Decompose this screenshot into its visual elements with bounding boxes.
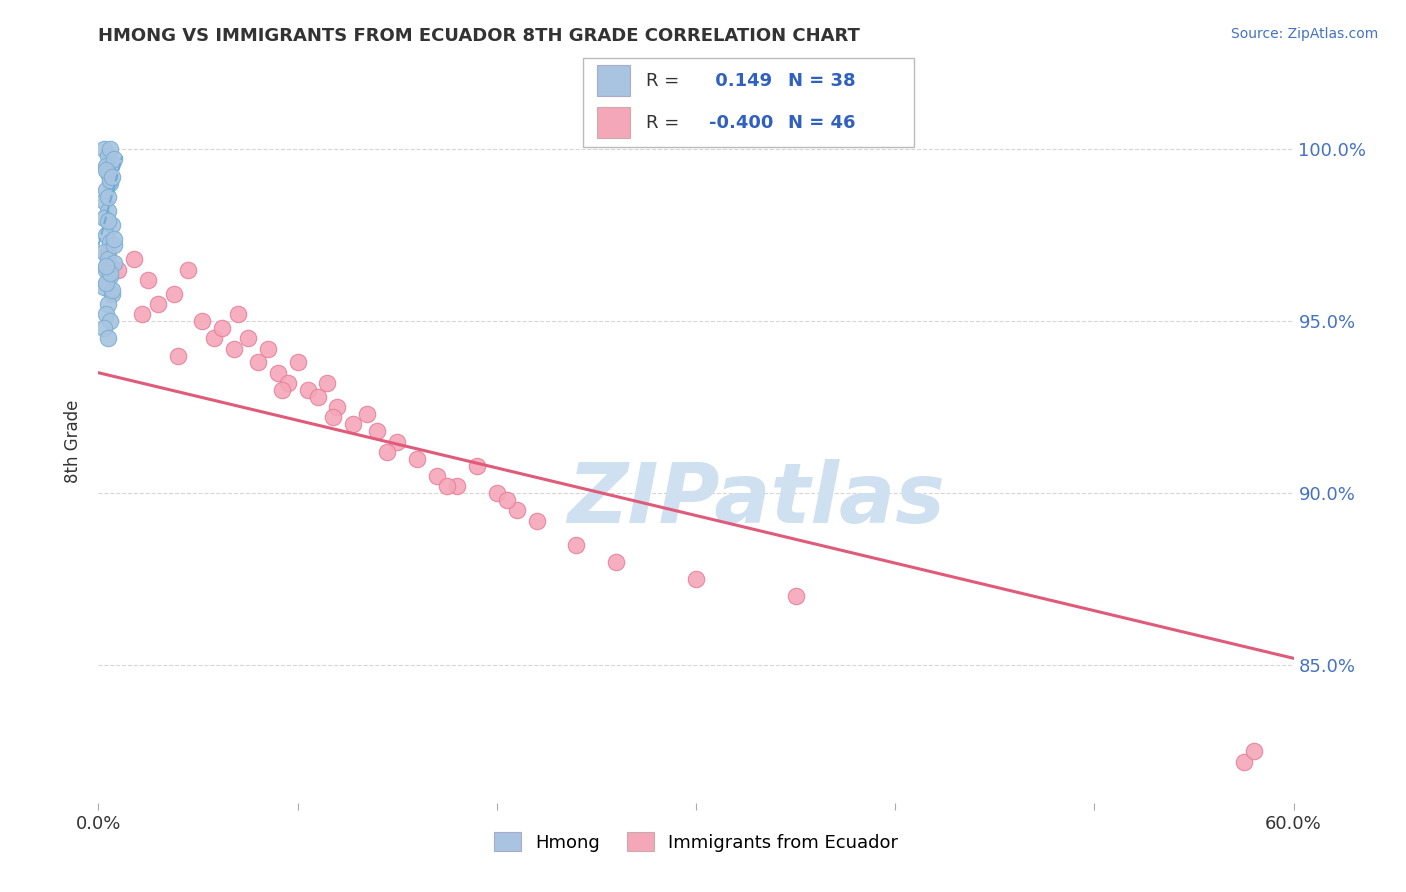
Point [565,538,588,552]
Point [124,252,146,267]
Point [385,434,409,449]
Point [93,211,115,225]
Point [226,307,249,321]
Point [97,190,120,204]
Point [97,252,120,267]
Point [101,169,124,184]
Point [202,331,225,345]
Point [98,266,122,280]
Point [97,166,120,180]
Point [96,277,118,291]
Text: R =: R = [647,72,679,90]
Point [270,383,292,397]
Point [103,238,125,252]
Point [246,355,269,369]
Text: N = 38: N = 38 [789,72,856,90]
Text: R =: R = [647,114,679,132]
Point [97,214,120,228]
Point [96,259,118,273]
Point [96,228,118,243]
Point [297,383,319,397]
Point [97,204,120,219]
Y-axis label: 8th Grade: 8th Grade [65,400,83,483]
Text: HMONG VS IMMIGRANTS FROM ECUADOR 8TH GRADE CORRELATION CHART: HMONG VS IMMIGRANTS FROM ECUADOR 8TH GRA… [98,27,860,45]
Point [131,307,153,321]
Point [96,162,118,177]
Point [506,503,529,517]
Point [267,366,290,380]
Point [93,142,115,156]
Point [326,400,349,414]
Point [93,321,115,335]
Point [526,514,548,528]
Point [307,390,329,404]
Point [163,286,186,301]
FancyBboxPatch shape [596,65,630,96]
Point [465,458,488,473]
Point [366,424,388,438]
Point [277,376,299,390]
Point [446,479,468,493]
Point [98,177,122,191]
Point [96,307,118,321]
Point [785,590,807,604]
Point [136,273,159,287]
Point [107,262,129,277]
FancyBboxPatch shape [596,107,630,138]
Text: ZIPatlas: ZIPatlas [567,458,945,540]
Legend: Hmong, Immigrants from Ecuador: Hmong, Immigrants from Ecuador [486,825,905,859]
Point [236,331,259,345]
Point [97,245,120,260]
Point [167,349,190,363]
Point [93,245,115,260]
Point [406,451,429,466]
Point [495,493,517,508]
Point [287,355,309,369]
Point [211,321,233,335]
Point [256,342,278,356]
Point [103,255,125,269]
Point [98,269,122,284]
Point [103,153,125,167]
Point [148,297,170,311]
Point [98,314,122,328]
Text: -0.400: -0.400 [709,114,773,132]
Point [322,410,344,425]
Point [101,218,124,232]
Text: 0.149: 0.149 [709,72,772,90]
Point [375,445,398,459]
Point [1233,755,1256,769]
Point [436,479,458,493]
Point [342,417,364,432]
Point [98,235,122,249]
Point [96,183,118,197]
Point [97,149,120,163]
Point [103,231,125,245]
Point [177,262,200,277]
Point [1243,744,1265,758]
Point [191,314,214,328]
Text: Source: ZipAtlas.com: Source: ZipAtlas.com [1230,27,1378,41]
Point [97,331,120,345]
Point [98,173,122,187]
Point [93,279,115,293]
Point [101,286,124,301]
Point [101,283,124,297]
Point [96,159,118,173]
Point [356,407,378,421]
Point [93,194,115,208]
Point [605,555,627,569]
Point [97,297,120,311]
Point [98,142,122,156]
Text: N = 46: N = 46 [789,114,856,132]
Point [101,156,124,170]
Point [426,469,449,483]
Point [685,572,707,586]
Point [222,342,245,356]
Point [485,486,508,500]
Point [96,262,118,277]
FancyBboxPatch shape [583,58,914,147]
Point [316,376,339,390]
